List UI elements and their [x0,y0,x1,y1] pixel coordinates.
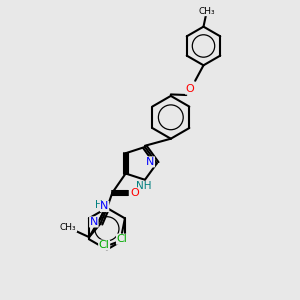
Text: O: O [185,84,194,94]
Text: N: N [90,217,98,227]
Text: H: H [95,200,103,210]
Text: N: N [146,157,154,167]
Text: O: O [130,188,139,198]
Text: Cl: Cl [99,240,110,250]
Text: Cl: Cl [116,234,128,244]
Text: NH: NH [136,181,151,191]
Text: CH₃: CH₃ [199,7,215,16]
Text: CH₃: CH₃ [60,223,76,232]
Text: N: N [100,202,109,212]
